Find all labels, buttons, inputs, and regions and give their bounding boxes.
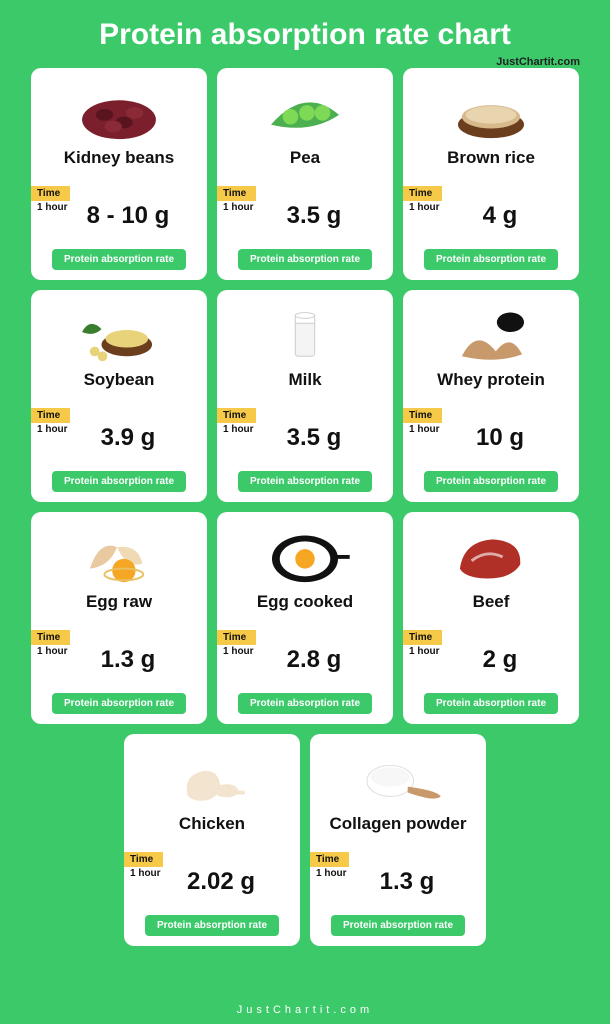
protein-amount: 10 g <box>403 424 579 452</box>
time-badge: Time <box>31 630 70 645</box>
food-card: Egg raw Time 1 hour 1.3 g Protein absorp… <box>31 512 207 724</box>
rate-badge: Protein absorption rate <box>52 693 186 714</box>
rate-badge: Protein absorption rate <box>52 471 186 492</box>
food-name: Pea <box>290 148 320 168</box>
rate-badge: Protein absorption rate <box>145 915 279 936</box>
brown-rice-icon <box>441 76 541 144</box>
beef-icon <box>441 520 541 588</box>
rate-badge: Protein absorption rate <box>331 915 465 936</box>
time-badge: Time <box>31 186 70 201</box>
time-badge: Time <box>310 852 349 867</box>
food-name: Kidney beans <box>64 148 175 168</box>
food-card: Brown rice Time 1 hour 4 g Protein absor… <box>403 68 579 280</box>
food-card: Soybean Time 1 hour 3.9 g Protein absorp… <box>31 290 207 502</box>
food-name: Collagen powder <box>330 814 467 834</box>
egg-raw-icon <box>69 520 169 588</box>
food-card: Beef Time 1 hour 2 g Protein absorption … <box>403 512 579 724</box>
protein-amount: 1.3 g <box>310 868 486 896</box>
time-badge: Time <box>31 408 70 423</box>
protein-amount: 4 g <box>403 202 579 230</box>
whey-protein-icon <box>441 298 541 366</box>
food-name: Whey protein <box>437 370 545 390</box>
food-name: Milk <box>288 370 321 390</box>
rate-badge: Protein absorption rate <box>424 471 558 492</box>
soybean-icon <box>69 298 169 366</box>
food-name: Chicken <box>179 814 245 834</box>
food-name: Beef <box>473 592 510 612</box>
rate-badge: Protein absorption rate <box>424 693 558 714</box>
protein-amount: 3.9 g <box>31 424 207 452</box>
rate-badge: Protein absorption rate <box>238 471 372 492</box>
food-card: Chicken Time 1 hour 2.02 g Protein absor… <box>124 734 300 946</box>
protein-amount: 1.3 g <box>31 646 207 674</box>
rate-badge: Protein absorption rate <box>52 249 186 270</box>
protein-amount: 2.02 g <box>124 868 300 896</box>
pea-icon <box>255 76 355 144</box>
food-card: Kidney beans Time 1 hour 8 - 10 g Protei… <box>31 68 207 280</box>
time-badge: Time <box>403 630 442 645</box>
food-card: Egg cooked Time 1 hour 2.8 g Protein abs… <box>217 512 393 724</box>
protein-amount: 3.5 g <box>217 202 393 230</box>
milk-icon <box>255 298 355 366</box>
protein-amount: 2.8 g <box>217 646 393 674</box>
rate-badge: Protein absorption rate <box>238 693 372 714</box>
food-card: Milk Time 1 hour 3.5 g Protein absorptio… <box>217 290 393 502</box>
food-card: Pea Time 1 hour 3.5 g Protein absorption… <box>217 68 393 280</box>
rate-badge: Protein absorption rate <box>238 249 372 270</box>
protein-amount: 3.5 g <box>217 424 393 452</box>
food-name: Brown rice <box>447 148 535 168</box>
food-name: Egg cooked <box>257 592 353 612</box>
food-card: Collagen powder Time 1 hour 1.3 g Protei… <box>310 734 486 946</box>
protein-amount: 8 - 10 g <box>31 202 207 230</box>
food-name: Egg raw <box>86 592 152 612</box>
collagen-powder-icon <box>348 742 448 810</box>
watermark-top: JustChartit.com <box>496 56 580 68</box>
time-badge: Time <box>124 852 163 867</box>
time-badge: Time <box>217 408 256 423</box>
food-name: Soybean <box>84 370 155 390</box>
page-title: Protein absorption rate chart <box>0 0 610 62</box>
chicken-icon <box>162 742 262 810</box>
time-badge: Time <box>217 630 256 645</box>
egg-cooked-icon <box>255 520 355 588</box>
time-badge: Time <box>403 408 442 423</box>
protein-amount: 2 g <box>403 646 579 674</box>
time-badge: Time <box>217 186 256 201</box>
rate-badge: Protein absorption rate <box>424 249 558 270</box>
time-badge: Time <box>403 186 442 201</box>
food-card: Whey protein Time 1 hour 10 g Protein ab… <box>403 290 579 502</box>
footer-watermark: JustChartit.com <box>0 1004 610 1016</box>
card-grid: Kidney beans Time 1 hour 8 - 10 g Protei… <box>0 62 610 946</box>
kidney-beans-icon <box>69 76 169 144</box>
